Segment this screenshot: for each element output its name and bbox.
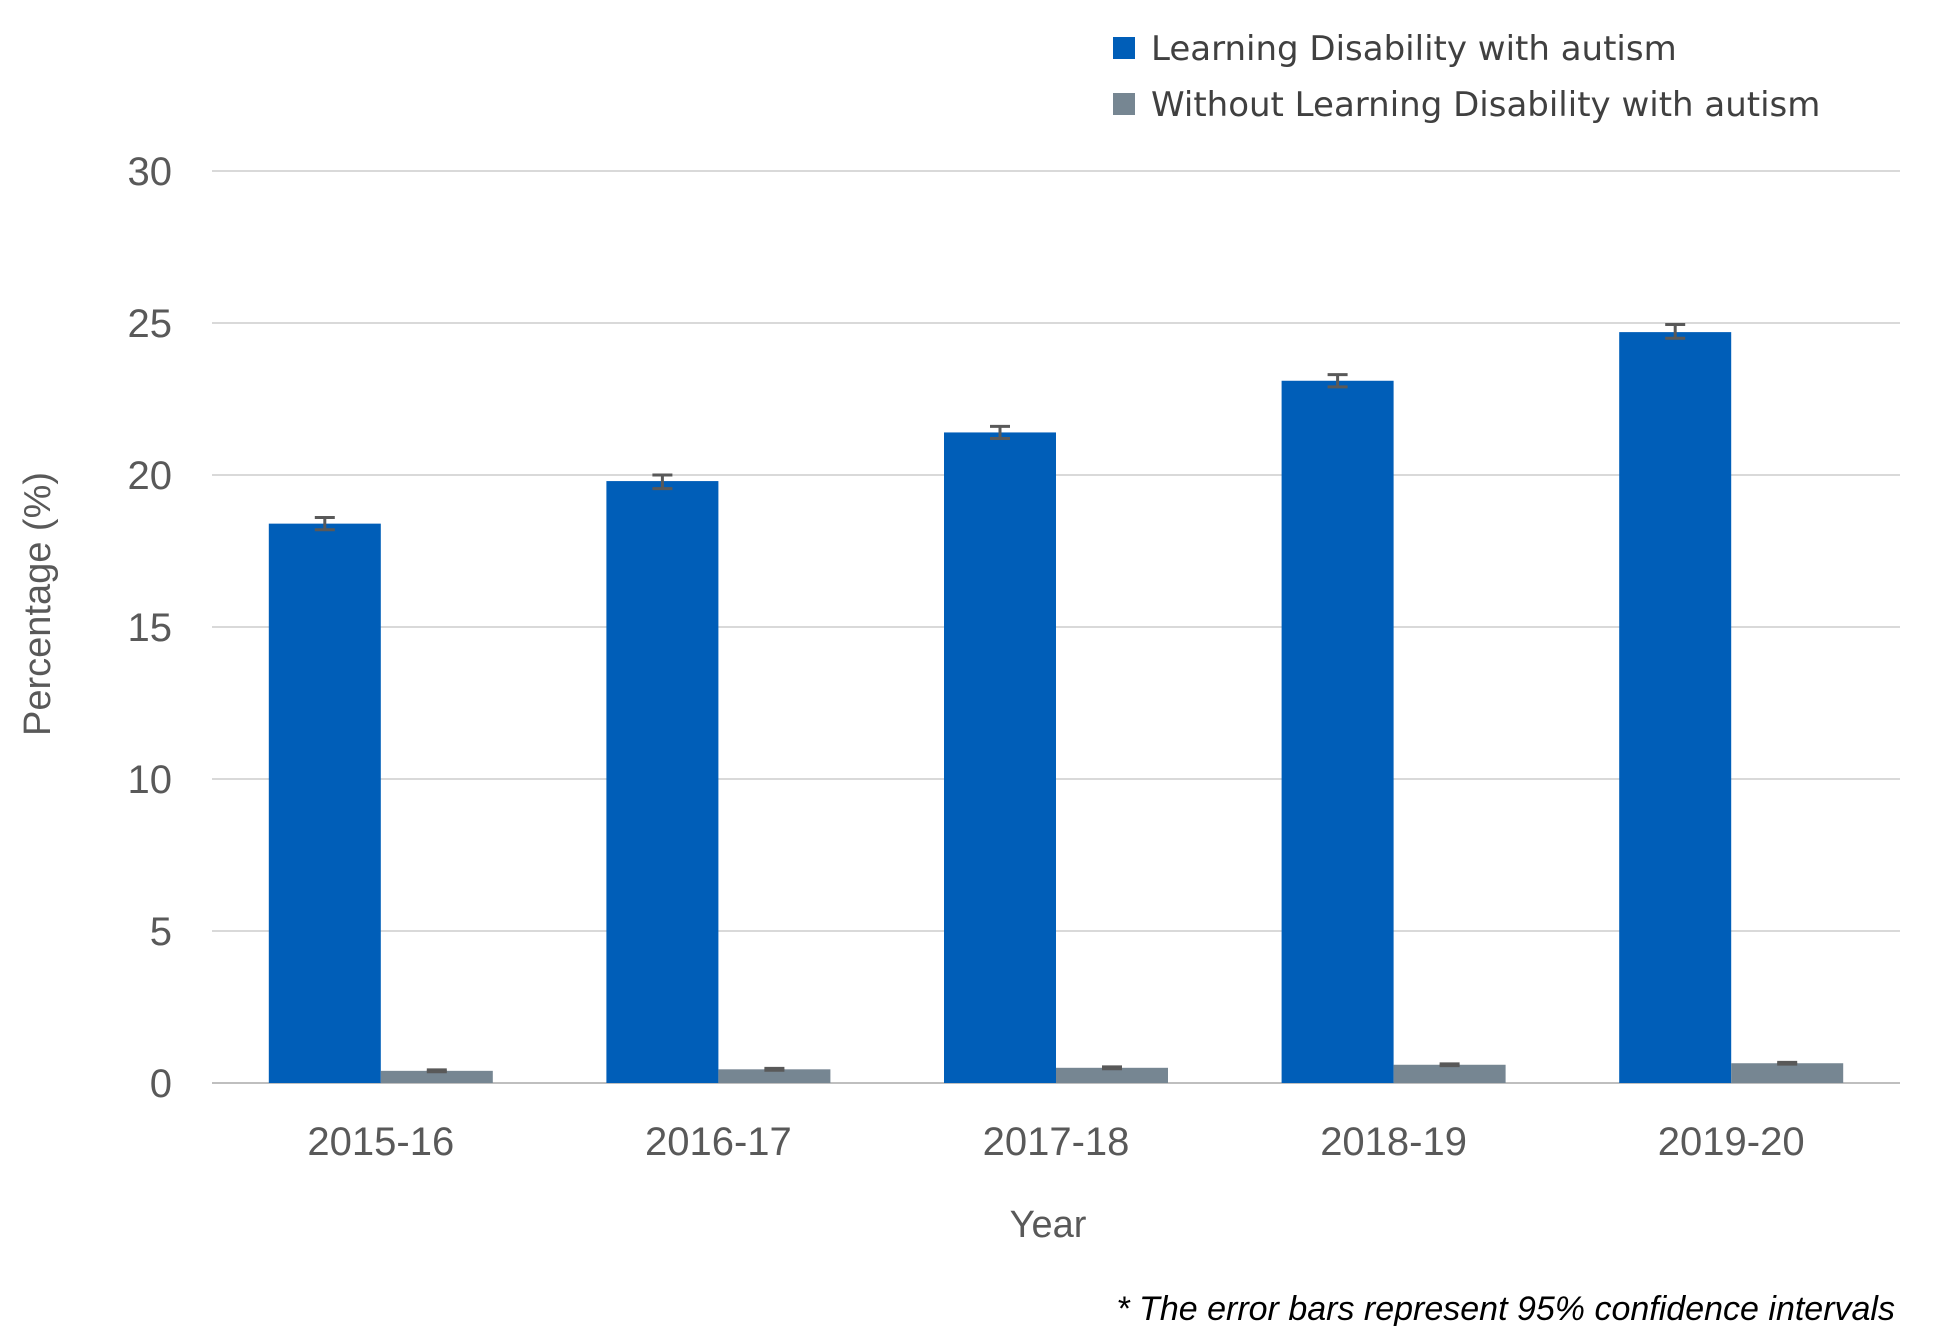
bar-without-learning-disability — [1056, 1067, 1168, 1083]
y-tick-label: 20 — [128, 454, 173, 498]
bar-without-learning-disability — [1731, 1063, 1844, 1083]
bar-learning-disability — [1281, 380, 1394, 1083]
legend-label: Learning Disability with autism — [1151, 29, 1677, 69]
x-tick-label: 2019-20 — [1658, 1120, 1805, 1164]
x-axis-ticks: 2015-16 2016-17 2017-18 2018-19 2019-20 — [307, 1120, 1804, 1164]
bar-without-learning-disability — [718, 1069, 831, 1083]
x-tick-label: 2015-16 — [307, 1120, 454, 1164]
footnote: * The error bars represent 95% confidenc… — [1116, 1290, 1895, 1326]
legend-label: Without Learning Disability with autism — [1151, 85, 1820, 125]
bar-learning-disability — [268, 523, 381, 1083]
error-bars — [314, 323, 1798, 1074]
legend-swatch — [1113, 93, 1135, 115]
bar-without-learning-disability — [1393, 1064, 1506, 1083]
bar-learning-disability — [1619, 332, 1732, 1083]
bars — [268, 332, 1844, 1084]
legend: Learning Disability with autism Without L… — [1113, 29, 1820, 125]
y-tick-label: 30 — [128, 150, 173, 194]
y-tick-label: 10 — [128, 758, 173, 802]
bar-without-learning-disability — [380, 1070, 493, 1083]
y-tick-label: 15 — [128, 606, 173, 650]
bar-learning-disability — [944, 432, 1056, 1083]
x-tick-label: 2017-18 — [983, 1120, 1130, 1164]
bar-learning-disability — [606, 481, 719, 1084]
y-axis-title: Percentage (%) — [17, 472, 59, 736]
x-tick-label: 2018-19 — [1320, 1120, 1467, 1164]
x-tick-label: 2016-17 — [645, 1120, 792, 1164]
y-axis-ticks: 0 5 10 15 20 25 30 — [128, 150, 173, 1106]
legend-swatch — [1113, 37, 1135, 59]
y-tick-label: 25 — [128, 302, 173, 346]
y-tick-label: 0 — [150, 1062, 172, 1106]
y-tick-label: 5 — [150, 910, 172, 954]
x-axis-title: Year — [1010, 1204, 1087, 1246]
